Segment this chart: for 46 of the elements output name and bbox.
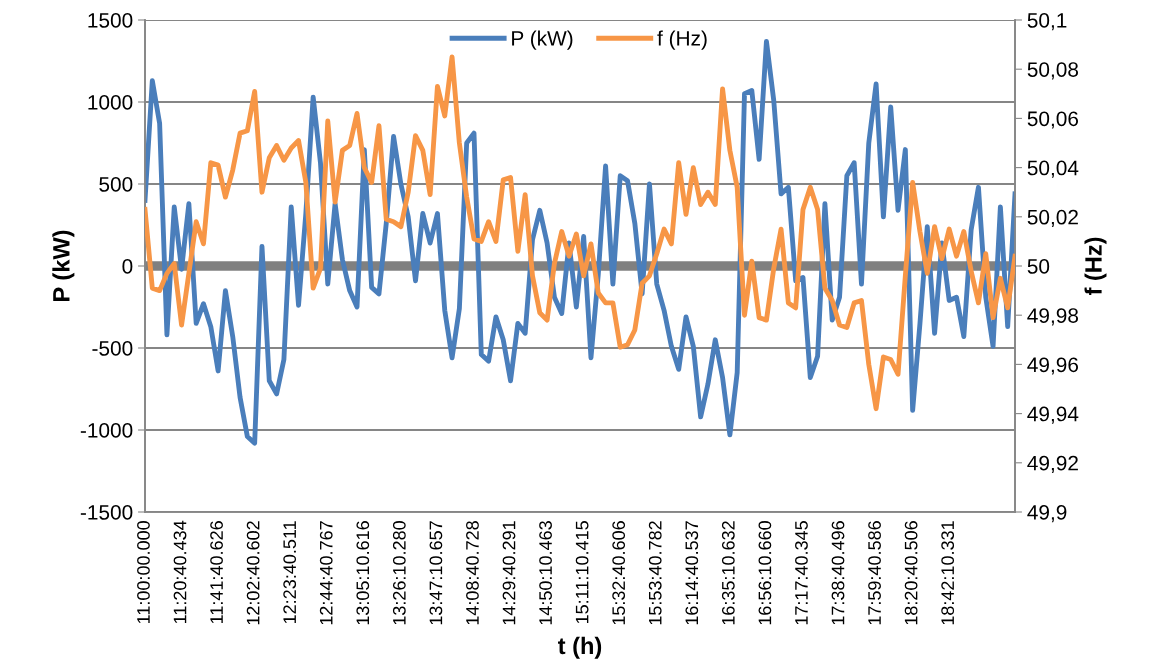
- y-tick-label: -500: [92, 341, 133, 356]
- y2-tick-label: 49,92: [1027, 455, 1078, 474]
- x-tick-label: 13:05:10.616: [356, 521, 370, 625]
- x-tick-label: 11:20:40.434: [173, 520, 187, 624]
- x-tick-label: 18:20:40.506: [904, 521, 918, 625]
- x-tick-label: 13:26:10.280: [392, 521, 406, 625]
- x-tick-label: 12:44:40.767: [319, 521, 333, 625]
- y2-tick-label: 50: [1027, 259, 1050, 274]
- x-tick-label: 16:56:10.660: [758, 521, 772, 625]
- y2-tick-label: 50,08: [1027, 62, 1079, 80]
- y2-axis-title: f (Hz): [1084, 237, 1107, 296]
- x-tick-label: 16:35:10.632: [721, 521, 735, 625]
- x-tick-label: 12:02:40.602: [246, 521, 260, 625]
- y-tick-label: -1000: [80, 423, 133, 438]
- x-tick-label: 17:38:40.496: [831, 521, 845, 625]
- y2-tick-label: 50,1: [1027, 13, 1067, 31]
- x-tick-label: 17:59:40.586: [868, 521, 881, 625]
- y2-tick-label: 49,98: [1027, 308, 1079, 326]
- legend-label: f (Hz): [657, 30, 707, 50]
- y2-tick-label: 50,04: [1027, 160, 1079, 178]
- x-axis-title: t (h): [558, 636, 602, 659]
- y-tick-label: 500: [99, 177, 133, 192]
- x-tick-label: 18:42:10.331: [941, 521, 955, 625]
- x-tick-label: 14:08:40.728: [466, 521, 479, 625]
- x-tick-label: 15:53:40.782: [648, 521, 662, 625]
- y2-tick-label: 49,96: [1027, 357, 1079, 375]
- y-tick-label: 1500: [88, 13, 133, 28]
- x-tick-label: 17:17:40.345: [795, 521, 808, 625]
- y-tick-label: 0: [122, 259, 133, 274]
- x-tick-label: 13:47:10.657: [429, 521, 443, 625]
- x-tick-label: 15:32:40.606: [612, 521, 626, 625]
- x-tick-label: 14:50:10.463: [539, 521, 552, 625]
- y-tick-label: 1000: [88, 95, 133, 110]
- x-tick-label: 15:11:10.415: [575, 521, 589, 624]
- y2-tick-label: 49,9: [1027, 505, 1067, 523]
- x-tick-label: 12:23:40.511: [283, 521, 297, 624]
- y-axis-title: P (kW): [52, 230, 75, 301]
- legend-label: P (kW): [512, 30, 573, 50]
- x-tick-label: 11:00:00.000: [137, 521, 150, 624]
- y-tick-label: -1500: [80, 505, 133, 520]
- x-tick-label: 11:41:40.626: [210, 521, 223, 624]
- y2-tick-label: 49,94: [1027, 406, 1079, 424]
- y2-tick-label: 50,06: [1027, 111, 1079, 129]
- y2-tick-label: 50,02: [1027, 209, 1078, 228]
- x-tick-label: 14:29:40.291: [502, 521, 516, 625]
- x-tick-label: 16:14:40.537: [685, 521, 699, 625]
